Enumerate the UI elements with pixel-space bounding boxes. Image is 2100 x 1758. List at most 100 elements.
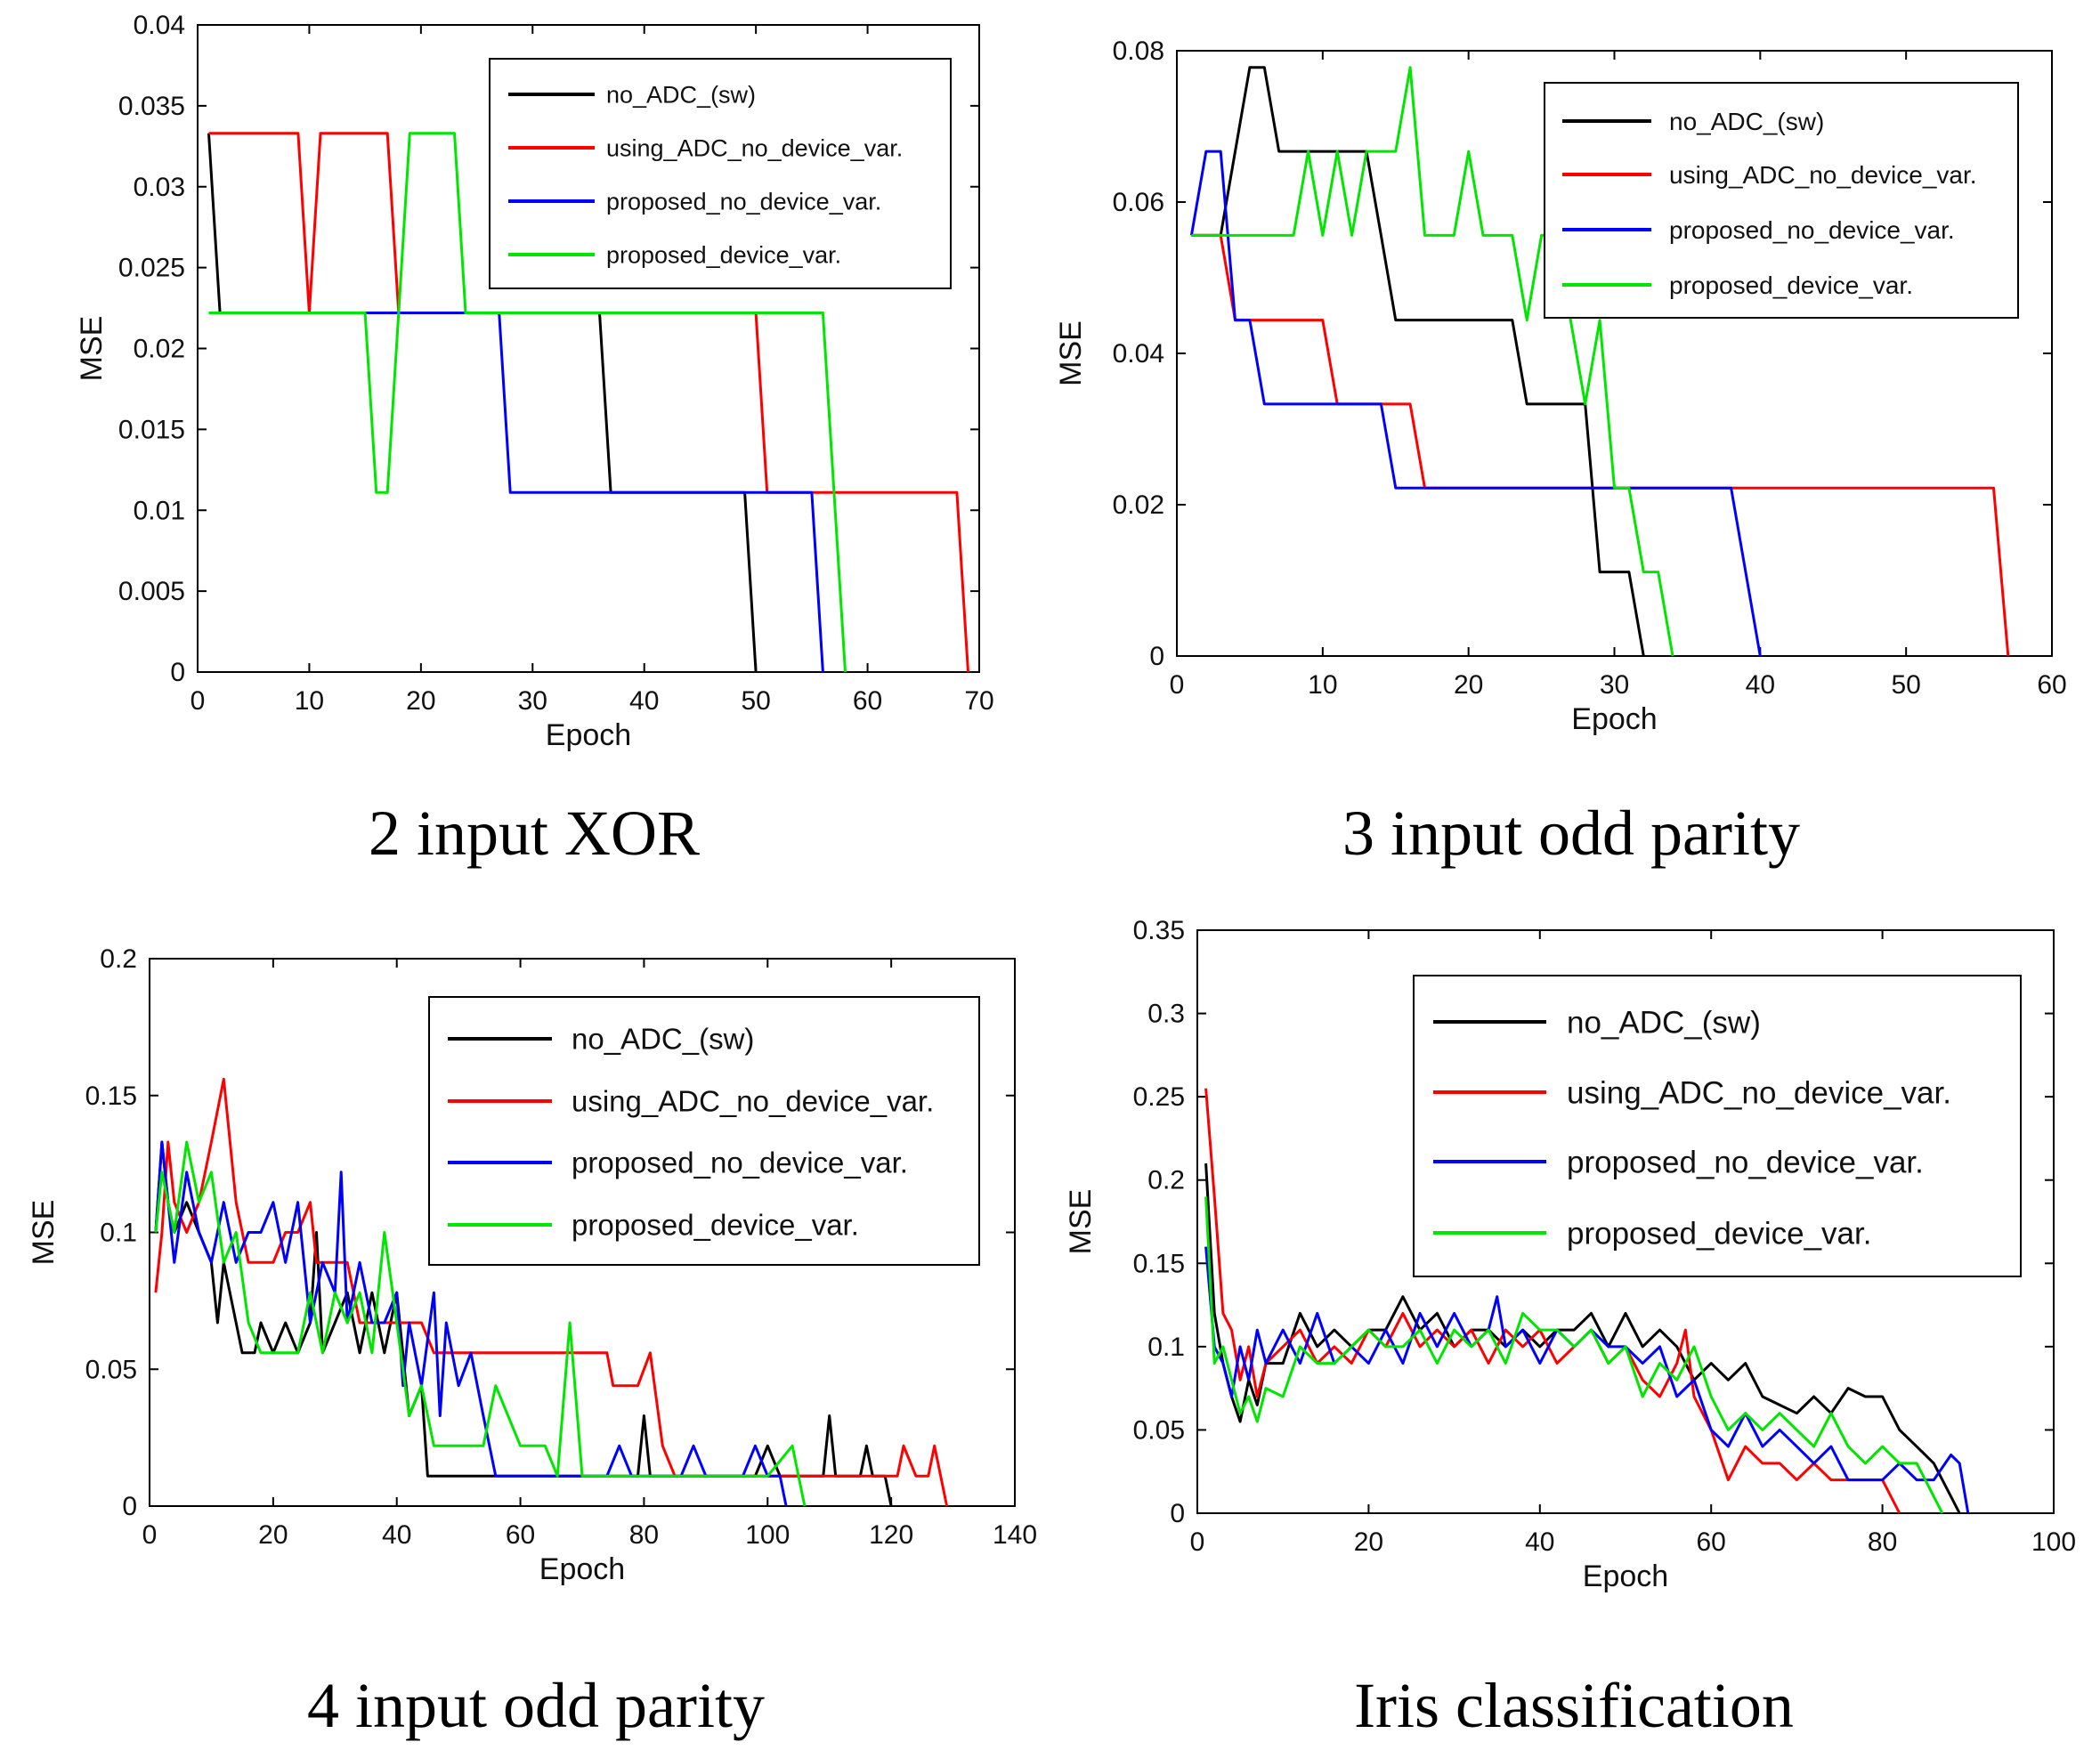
legend-label: using_ADC_no_device_var. [572, 1085, 934, 1118]
x-tick-label: 20 [406, 686, 435, 716]
chart-2: 0 10 20 30 40 50 60 0 0.02 0.04 0.06 0.08 Epoch MSE no… [1054, 36, 2067, 736]
x-tick-label: 10 [295, 686, 324, 716]
chart-caption: 2 input XOR [369, 798, 700, 869]
y-tick-label: 0.01 [134, 496, 185, 525]
x-tick-label: 30 [518, 686, 547, 716]
y-tick-label: 0.025 [118, 254, 185, 283]
y-axis-label: MSE [27, 1200, 61, 1266]
y-tick-label: 0 [1170, 1499, 1185, 1528]
y-tick-label: 0.03 [134, 173, 185, 202]
series-line-4 [154, 1140, 807, 1507]
y-tick-label: 0.15 [1133, 1249, 1185, 1278]
x-tick-label: 100 [745, 1520, 790, 1550]
x-tick-label: 40 [1746, 670, 1775, 700]
y-tick-label: 0 [170, 658, 185, 687]
y-axis-label: MSE [1064, 1189, 1098, 1255]
x-tick-label: 60 [853, 686, 882, 716]
x-tick-label: 0 [1190, 1527, 1205, 1557]
chart-caption: 4 input odd parity [307, 1670, 765, 1741]
chart-3: 0 20 40 60 80 100 120 140 0 0.05 0.1 0.15 0.2 Epoch MS… [27, 944, 1037, 1586]
series-line-4 [1204, 1196, 1944, 1514]
x-tick-label: 60 [506, 1520, 535, 1550]
x-tick-label: 20 [1454, 670, 1483, 700]
x-tick-label: 70 [964, 686, 993, 716]
series-line-3 [208, 312, 824, 673]
x-tick-label: 20 [258, 1520, 288, 1550]
y-tick-label: 0 [1149, 642, 1164, 671]
y-tick-label: 0 [122, 1492, 137, 1521]
y-tick-label: 0.05 [1133, 1415, 1185, 1445]
legend-label: proposed_no_device_var. [606, 188, 881, 215]
series-line-1 [1191, 66, 1645, 657]
x-tick-label: 40 [629, 686, 659, 716]
x-tick-label: 0 [142, 1520, 158, 1550]
x-tick-label: 0 [1170, 670, 1185, 700]
chart-4: 0 20 40 60 80 100 0 0.05 0.1 0.15 0.2 0.25 0.3 0.35 Ep… [1064, 916, 2076, 1593]
x-tick-label: 0 [191, 686, 206, 716]
y-tick-label: 0.3 [1147, 1000, 1185, 1029]
y-tick-label: 0.06 [1113, 188, 1164, 217]
chart-1: 0 10 20 30 40 50 60 70 0 0.005 0.01 0.015 0.02 0.025 0… [75, 11, 994, 752]
y-tick-label: 0.08 [1113, 36, 1164, 66]
y-tick-label: 0.05 [85, 1355, 137, 1384]
x-tick-label: 100 [2031, 1527, 2076, 1557]
x-tick-label: 60 [2037, 670, 2066, 700]
y-tick-label: 0.04 [134, 11, 185, 40]
x-tick-label: 10 [1308, 670, 1337, 700]
y-axis-label: MSE [75, 316, 109, 382]
y-tick-label: 0.35 [1133, 916, 1185, 945]
x-axis-label: Epoch [546, 718, 631, 752]
legend: no_ADC_(sw) using_ADC_no_device_var.propo… [1544, 82, 2019, 319]
x-axis-label: Epoch [539, 1552, 625, 1586]
series-line-2 [208, 132, 969, 673]
y-tick-label: 0.2 [100, 944, 137, 974]
y-tick-label: 0.015 [118, 415, 185, 444]
x-tick-label: 30 [1600, 670, 1629, 700]
legend-label: proposed_device_var. [572, 1209, 859, 1242]
x-tick-label: 50 [741, 686, 770, 716]
legend-box [1413, 975, 2022, 1277]
series-line-1 [154, 1140, 893, 1507]
y-tick-label: 0.035 [118, 92, 185, 121]
x-tick-label: 40 [382, 1520, 411, 1550]
y-tick-label: 0.15 [85, 1082, 137, 1111]
legend-label: no_ADC_(sw) [606, 81, 756, 108]
chart-caption: 3 input odd parity [1342, 798, 1800, 869]
y-tick-label: 0.1 [100, 1219, 137, 1248]
legend: no_ADC_(sw) using_ADC_no_device_var.propo… [489, 58, 952, 289]
legend-label: using_ADC_no_device_var. [1669, 161, 1977, 189]
legend: no_ADC_(sw) using_ADC_no_device_var.propo… [428, 996, 980, 1266]
legend-label: using_ADC_no_device_var. [606, 134, 903, 161]
series-line-3 [1189, 150, 1762, 657]
legend-box [489, 58, 952, 289]
x-tick-label: 20 [1354, 1527, 1383, 1557]
legend-label: no_ADC_(sw) [1669, 108, 1824, 135]
series-line-4 [1191, 66, 1674, 657]
x-tick-label: 120 [869, 1520, 913, 1550]
legend-box [428, 996, 980, 1266]
legend-label: no_ADC_(sw) [1567, 1005, 1761, 1040]
series-line-1 [207, 133, 758, 673]
y-tick-label: 0.005 [118, 577, 185, 606]
x-tick-label: 50 [1891, 670, 1920, 700]
y-axis-label: MSE [1054, 320, 1088, 386]
x-tick-label: 40 [1525, 1527, 1554, 1557]
x-tick-label: 80 [1868, 1527, 1897, 1557]
x-tick-label: 80 [629, 1520, 659, 1550]
legend-label: proposed_no_device_var. [572, 1146, 908, 1179]
legend-label: proposed_no_device_var. [1567, 1145, 1924, 1179]
y-tick-label: 0.1 [1147, 1333, 1185, 1362]
legend-label: proposed_no_device_var. [1669, 216, 1955, 244]
y-tick-label: 0.02 [1113, 490, 1164, 520]
series-line-4 [208, 132, 847, 673]
legend-label: proposed_device_var. [1567, 1216, 1871, 1251]
series-line-3 [1204, 1246, 1970, 1514]
y-tick-label: 0.04 [1113, 339, 1164, 369]
legend: no_ADC_(sw) using_ADC_no_device_var.propo… [1413, 975, 2022, 1277]
x-axis-label: Epoch [1583, 1560, 1668, 1593]
y-tick-label: 0.02 [134, 335, 185, 364]
x-tick-label: 60 [1697, 1527, 1726, 1557]
chart-caption: Iris classification [1354, 1670, 1794, 1741]
legend-label: no_ADC_(sw) [572, 1023, 754, 1056]
